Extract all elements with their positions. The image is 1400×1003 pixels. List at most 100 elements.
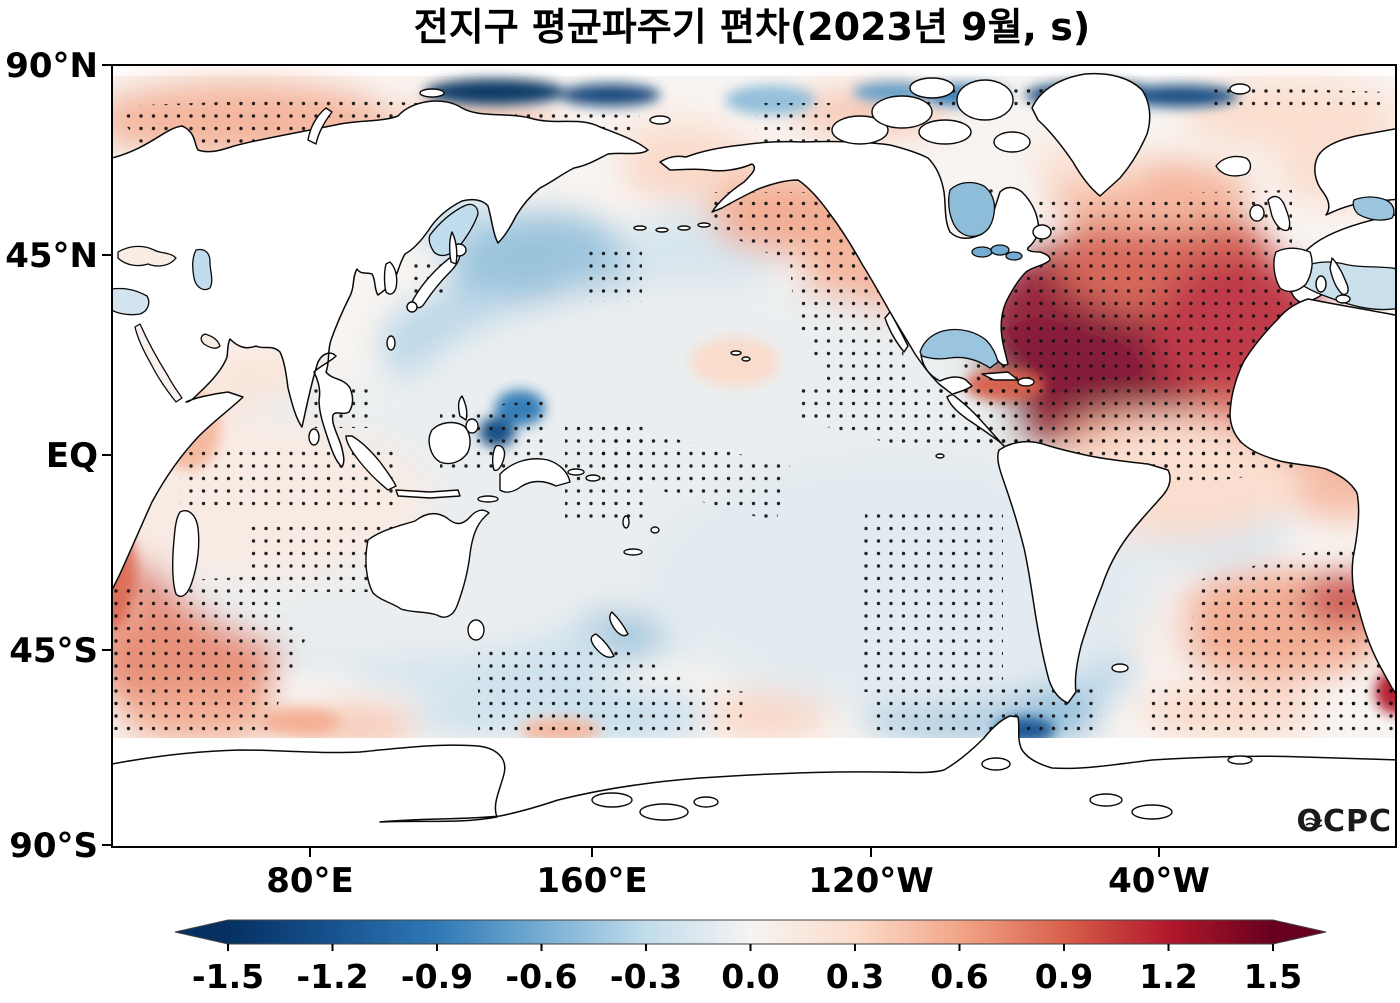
islands-layer xyxy=(171,77,1351,821)
arctic-island xyxy=(918,119,972,145)
land-africa-west xyxy=(1229,298,1396,696)
stipple-region xyxy=(478,644,748,738)
anomaly-blob xyxy=(690,337,780,387)
arctic-island xyxy=(909,77,955,99)
sea-great-lakes xyxy=(971,246,993,258)
island-wrangel xyxy=(649,115,671,125)
longitude-axis: 80°E 160°E 120°W 40°W xyxy=(266,847,1210,901)
land-australia xyxy=(365,509,490,618)
stipple-region xyxy=(935,376,1052,445)
aleutian-island xyxy=(655,227,669,233)
island-borneo xyxy=(428,421,471,465)
colorbar-tick-label: 1.5 xyxy=(1244,957,1302,996)
stipple-region xyxy=(858,513,1003,692)
island-severnaya xyxy=(419,88,445,98)
stipple-region xyxy=(868,686,1102,742)
island-sardinia xyxy=(1315,275,1327,293)
island-sulawesi xyxy=(491,444,506,472)
land-greenland xyxy=(1031,72,1151,197)
ocpc-logo: OCPC xyxy=(1296,804,1392,839)
antarctic-island xyxy=(639,803,689,821)
stipple-region xyxy=(1178,542,1396,712)
colorbar-tick-label: -1.2 xyxy=(296,957,368,996)
sea-great-lakes xyxy=(1005,251,1023,261)
antarctic-island xyxy=(1131,804,1173,820)
island-hawaii xyxy=(741,356,751,362)
sea-gulf-of-mexico xyxy=(919,328,999,369)
aleutian-island xyxy=(697,222,711,228)
island-solomon xyxy=(567,468,585,476)
island-timor xyxy=(477,495,499,503)
stipple-region xyxy=(112,576,305,742)
sea-hudson-bay xyxy=(948,181,996,238)
lat-label: 90°S xyxy=(9,826,98,866)
land-south-america xyxy=(997,441,1171,704)
sea-persian-gulf xyxy=(200,333,221,349)
island-new-zealand-south xyxy=(590,633,615,658)
island-kyushu xyxy=(406,301,418,313)
island-south-georgia xyxy=(1227,755,1253,765)
land-iberia xyxy=(1273,247,1313,293)
aleutian-island xyxy=(633,225,647,231)
lat-label: 90°N xyxy=(5,46,98,86)
island-hawaii xyxy=(730,350,742,356)
ocpc-logo-text: OCPC xyxy=(1296,804,1392,839)
island-tasmania xyxy=(467,619,485,641)
sea-baltic-sea xyxy=(1352,196,1395,221)
lat-label: EQ xyxy=(46,436,98,476)
island-new-guinea xyxy=(499,458,571,493)
colorbar-tick-label: 0.6 xyxy=(930,957,988,996)
sea-sea-of-okhotsk xyxy=(428,203,479,257)
island-britain xyxy=(1267,195,1291,232)
antarctic-island xyxy=(591,792,633,808)
land-baja xyxy=(884,311,909,353)
colorbar-tick-label: 1.2 xyxy=(1139,957,1197,996)
latitude-axis: 90°N 45°N EQ 45°S 90°S xyxy=(5,46,112,866)
island-java xyxy=(395,489,461,499)
lon-label: 80°E xyxy=(266,861,354,901)
sea-caspian-sea xyxy=(192,248,213,291)
lon-label: 160°E xyxy=(536,861,647,901)
colorbar-ticks xyxy=(227,944,1274,951)
arctic-island xyxy=(993,131,1031,153)
stipple-region xyxy=(565,420,648,522)
sea-black-sea xyxy=(117,245,177,267)
island-mindanao xyxy=(465,418,479,434)
island-sicily xyxy=(1335,294,1351,304)
stipple-region xyxy=(248,520,400,592)
island-taiwan xyxy=(386,335,396,351)
anomaly-blob xyxy=(425,79,565,105)
stipple-region xyxy=(755,103,832,148)
island-solomon xyxy=(585,474,601,482)
island-philippines xyxy=(457,395,468,421)
island-newfoundland xyxy=(1032,224,1052,240)
aleutian-island xyxy=(677,225,691,231)
island-japan xyxy=(411,251,461,309)
island-falkland xyxy=(1111,663,1129,673)
antarctic-island xyxy=(1089,793,1123,807)
island-sumatra xyxy=(345,435,397,491)
island-galapagos xyxy=(935,453,945,459)
island-sri-lanka xyxy=(308,428,320,446)
island-hispaniola xyxy=(1017,377,1035,387)
colorbar-tick-label: 0.3 xyxy=(826,957,884,996)
stipple-region xyxy=(180,448,400,512)
island-sakhalin xyxy=(448,231,458,265)
island-svalbard xyxy=(1229,83,1251,95)
colorbar-tick-label: 0.9 xyxy=(1035,957,1093,996)
colorbar-tick-label: -0.3 xyxy=(610,957,682,996)
island-cuba xyxy=(981,371,1019,381)
colorbar-tick-label: -0.6 xyxy=(505,957,577,996)
peninsula-korea xyxy=(383,261,398,295)
land-scandinavia xyxy=(1314,127,1396,216)
colorbar: -1.5 -1.2 -0.9 -0.6 -0.3 0.0 0.3 0.6 0.9 1.2 1.5 xyxy=(174,919,1327,996)
island-new-caledonia xyxy=(623,548,643,556)
wave-icon xyxy=(1305,822,1323,828)
sea-mediterranean-left xyxy=(112,287,150,316)
island-madagascar xyxy=(171,510,200,598)
lon-label: 40°W xyxy=(1108,861,1210,901)
sea-great-lakes xyxy=(990,244,1010,256)
colorbar-gradient-bar xyxy=(174,919,1327,945)
arctic-island xyxy=(871,95,933,129)
